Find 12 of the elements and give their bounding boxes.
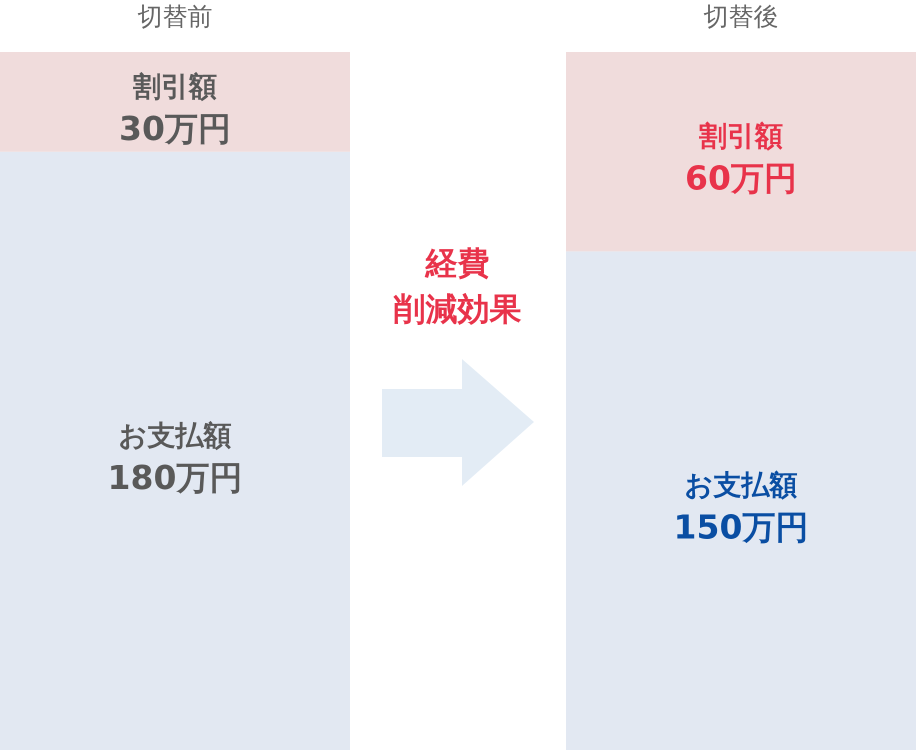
x-tick-label: 切替前 xyxy=(138,2,212,31)
annotation: 削減効果 xyxy=(394,289,522,330)
text: お支払額 xyxy=(684,468,798,502)
x-tick-label: 切替後 xyxy=(704,2,778,31)
data-label: 150万円 xyxy=(674,508,808,547)
data-label: 30万円 xyxy=(119,108,231,148)
annotation: 経費 xyxy=(426,243,490,284)
data-label: 60万円 xyxy=(685,158,797,198)
text: 割引額 xyxy=(699,120,783,153)
series-label: お支払額 xyxy=(118,418,232,452)
data-label: 180万円 xyxy=(108,458,242,497)
series-label: 割引額 xyxy=(132,70,217,103)
